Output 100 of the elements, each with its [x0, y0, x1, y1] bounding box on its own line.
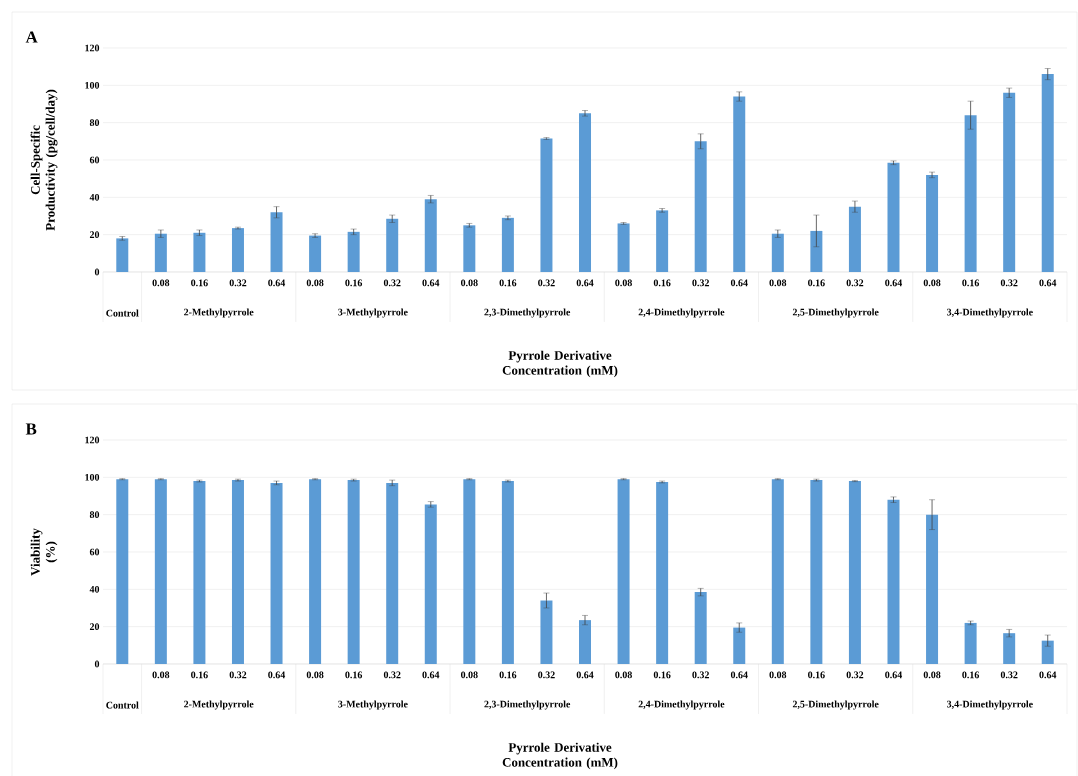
y-tick-label: 100 — [85, 473, 100, 481]
text: 2,5-Dimethylpyrrole — [792, 308, 879, 318]
text: Control — [106, 701, 139, 709]
text: 3,4-Dimethylpyrrole — [947, 308, 1033, 318]
x-tick-label: 0.64 — [885, 671, 903, 679]
text: 2,3-Dimethylpyrrole — [484, 308, 571, 318]
bar — [154, 233, 167, 272]
bar — [501, 217, 514, 272]
x-tick-label: 0.64 — [422, 671, 440, 679]
x-tick-label: 0.16 — [808, 671, 825, 679]
text: 3-Methylpyrrole — [338, 308, 408, 318]
x-tick-label: 0.64 — [1039, 671, 1057, 679]
bar — [540, 138, 553, 272]
bar — [926, 514, 939, 664]
x-tick-label: 0.64 — [422, 279, 440, 287]
bar — [309, 479, 322, 664]
x-tick-label: 0.64 — [576, 671, 594, 679]
x-tick-label: 0.16 — [653, 279, 671, 287]
bar — [424, 504, 437, 664]
x-tick-label: 0.64 — [885, 279, 903, 287]
bar — [579, 620, 592, 664]
x-tick-label: 0.64 — [730, 279, 748, 287]
x-tick-label: 0.64 — [268, 279, 286, 287]
text: 2-Methylpyrrole — [184, 700, 254, 710]
y-tick-label: 40 — [89, 193, 100, 201]
x-tick-label: 0.08 — [769, 671, 787, 679]
x-tick-label: 0.64 — [576, 279, 594, 287]
y-tick-label: 60 — [89, 548, 100, 556]
x-tick-label: 0.32 — [383, 279, 401, 287]
x-tick-label: 0.16 — [962, 279, 980, 287]
bar — [848, 481, 861, 664]
bar — [116, 238, 129, 272]
y-tick-label: 80 — [89, 511, 100, 519]
x-tick-label: 0.08 — [615, 279, 632, 287]
y-tick-label: 120 — [85, 436, 100, 444]
bar — [424, 199, 437, 272]
x-tick-label: 0.08 — [306, 671, 324, 679]
text: 2,3-Dimethylpyrrole — [484, 700, 571, 710]
y-tick-label: 0 — [94, 268, 100, 276]
chart-title: B — [25, 423, 37, 435]
x-tick-label: 0.64 — [268, 671, 286, 679]
chart-title: A — [25, 31, 38, 43]
bar — [193, 481, 206, 664]
x-tick-label: 0.32 — [846, 279, 864, 287]
bar — [1003, 92, 1016, 272]
bar — [810, 480, 823, 664]
bar — [656, 481, 669, 664]
bar — [231, 228, 244, 272]
x-tick-label: 0.16 — [962, 671, 980, 679]
x-tick-label: 0.08 — [923, 279, 941, 287]
y-tick-label: 100 — [85, 81, 100, 89]
bar — [771, 233, 784, 272]
x-tick-label: 0.08 — [460, 671, 478, 679]
bar — [810, 230, 823, 272]
bar — [540, 600, 553, 664]
bar — [1003, 633, 1016, 664]
x-tick-label: 0.08 — [460, 279, 478, 287]
bar — [463, 225, 476, 272]
x-tick-label: 0.32 — [1000, 279, 1018, 287]
x-tick-label: 0.32 — [229, 671, 247, 679]
x-tick-label: 0.16 — [808, 279, 825, 287]
bar — [964, 622, 977, 664]
x-tick-label: 0.32 — [692, 279, 709, 287]
x-tick-label: 0.32 — [538, 671, 555, 679]
text: 2-Methylpyrrole — [184, 308, 254, 318]
bar — [617, 479, 630, 664]
y-tick-label: 0 — [94, 660, 100, 668]
bar — [694, 592, 707, 664]
bar — [270, 212, 283, 272]
y-tick-label: 120 — [85, 44, 100, 52]
x-tick-label: 0.64 — [730, 671, 748, 679]
bar — [116, 479, 129, 664]
bar — [347, 231, 360, 272]
x-tick-label: 0.16 — [653, 671, 671, 679]
bar — [887, 499, 900, 664]
text: 2,5-Dimethylpyrrole — [792, 700, 879, 710]
bar — [1041, 74, 1054, 272]
bar — [848, 206, 861, 272]
y-axis-title: Viability (%) — [30, 528, 58, 576]
bar — [733, 627, 746, 664]
bar — [386, 218, 399, 272]
text: 3-Methylpyrrole — [338, 700, 408, 710]
y-axis-title: Cell-Specific Productivity (pg/cell/day) — [30, 89, 58, 231]
bar — [347, 480, 360, 664]
x-tick-label: 0.16 — [345, 671, 363, 679]
x-tick-label: 0.16 — [345, 279, 363, 287]
x-axis-title: Pyrrole Derivative Concentration (mM) — [502, 742, 618, 770]
y-tick-label: 20 — [89, 231, 100, 239]
x-tick-label: 0.32 — [383, 671, 401, 679]
text: Control — [106, 309, 139, 317]
bar — [656, 210, 669, 272]
bar — [1041, 640, 1054, 664]
bar — [309, 235, 322, 272]
y-tick-label: 20 — [89, 623, 100, 631]
bar — [231, 480, 244, 664]
bar — [154, 479, 167, 664]
bar — [694, 141, 707, 272]
bar — [501, 481, 514, 664]
y-tick-label: 60 — [89, 156, 100, 164]
x-tick-label: 0.08 — [769, 279, 787, 287]
